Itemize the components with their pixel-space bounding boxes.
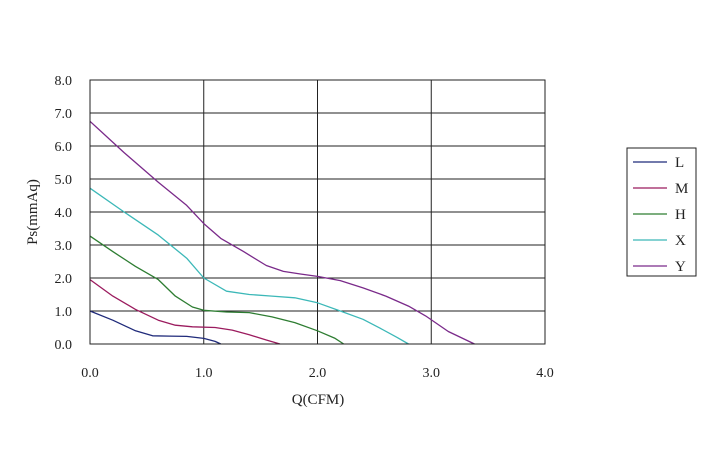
series-line-M (89, 279, 281, 345)
series-line-H (89, 235, 345, 345)
series-line-X (89, 187, 409, 345)
legend-label: X (675, 233, 686, 249)
y-tick-label: 7.0 (55, 107, 73, 122)
legend-label: Y (675, 259, 686, 275)
legend-label: L (675, 155, 684, 171)
y-tick-label: 6.0 (55, 140, 73, 155)
y-tick-label: 4.0 (55, 206, 73, 221)
y-tick-label: 5.0 (55, 173, 73, 188)
x-tick-label: 3.0 (423, 366, 441, 381)
y-tick-labels: 0.0 1.0 2.0 3.0 4.0 5.0 6.0 7.0 8.0 (55, 74, 73, 353)
y-tick-label: 0.0 (55, 338, 73, 353)
y-axis-label: Ps(mmAq) (25, 179, 41, 245)
legend-label: H (675, 207, 686, 223)
x-tick-label: 4.0 (536, 366, 554, 381)
plot-frame (89, 79, 546, 345)
series-line-Y (89, 120, 475, 345)
x-tick-label: 1.0 (195, 366, 213, 381)
x-tick-labels: 0.0 1.0 2.0 3.0 4.0 (81, 366, 554, 381)
y-tick-label: 8.0 (55, 74, 73, 89)
x-tick-label: 2.0 (309, 366, 327, 381)
y-tick-label: 3.0 (55, 239, 73, 254)
series-group (89, 120, 475, 345)
legend-label: M (675, 181, 688, 197)
grid (89, 79, 546, 345)
y-tick-label: 2.0 (55, 272, 73, 287)
y-tick-label: 1.0 (55, 305, 73, 320)
series-line-L (89, 310, 222, 345)
x-axis-label: Q(CFM) (292, 392, 345, 408)
legend-box (626, 147, 697, 277)
x-tick-label: 0.0 (81, 366, 99, 381)
